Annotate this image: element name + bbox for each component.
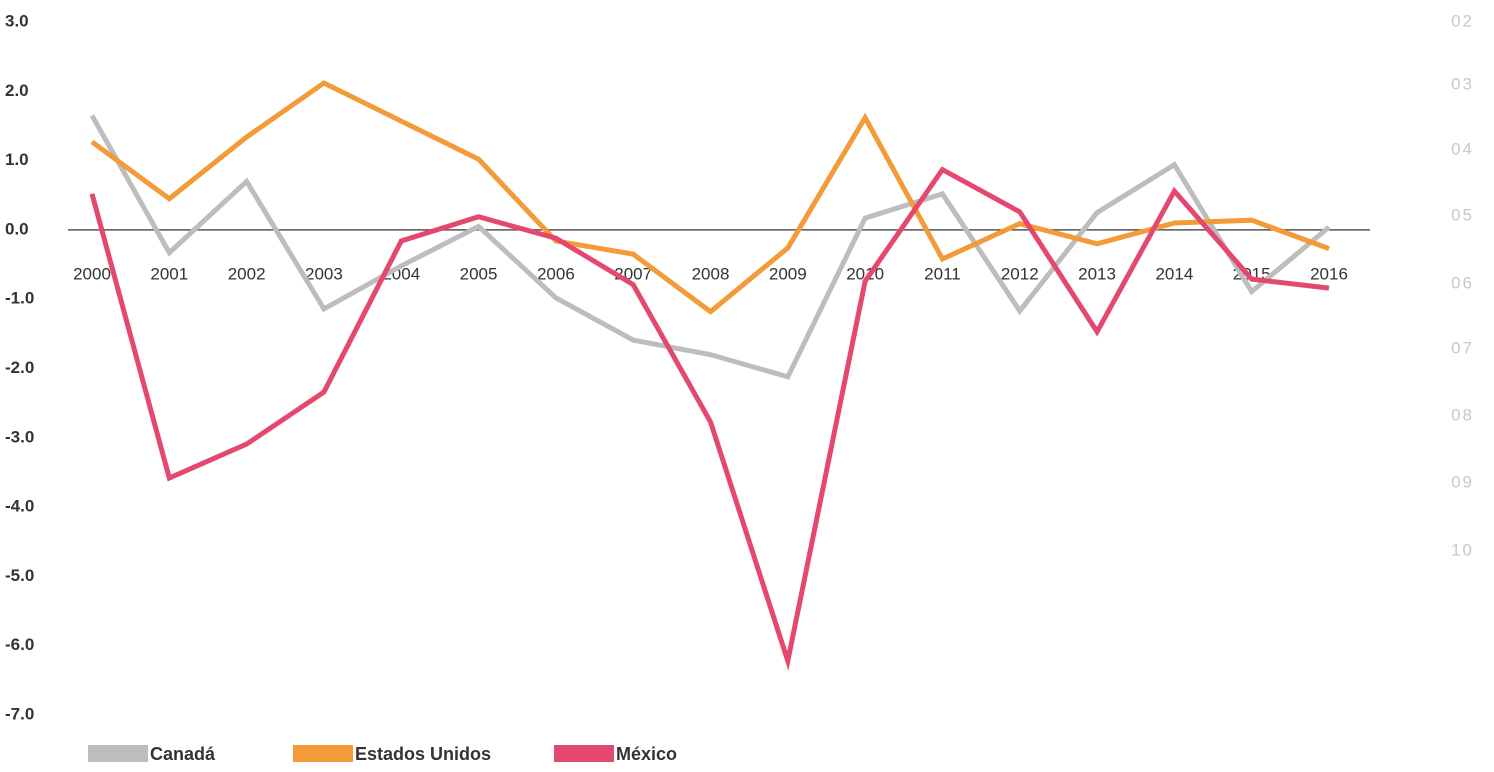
x-tick-label: 2002 xyxy=(228,264,266,283)
y-tick-label: -7.0 xyxy=(5,704,34,723)
legend-swatch xyxy=(554,745,614,762)
x-tick-label: 2008 xyxy=(692,264,730,283)
y-tick-label: 3.0 xyxy=(5,11,29,30)
x-tick-label: 2005 xyxy=(460,264,498,283)
x-tick-label: 2014 xyxy=(1155,264,1193,283)
x-tick-label: 2006 xyxy=(537,264,575,283)
x-tick-label: 2000 xyxy=(73,264,111,283)
legend-swatch xyxy=(293,745,353,762)
x-tick-label: 2009 xyxy=(769,264,807,283)
data-line xyxy=(90,80,1330,315)
side-label: 04 xyxy=(1451,139,1474,158)
side-label: 09 xyxy=(1451,472,1474,491)
x-tick-label: 2011 xyxy=(924,264,961,283)
side-label: 07 xyxy=(1451,338,1474,357)
y-tick-label: -1.0 xyxy=(5,289,34,308)
y-tick-label: -3.0 xyxy=(5,427,34,446)
x-tick-label: 2012 xyxy=(1001,264,1039,283)
side-label: 05 xyxy=(1451,205,1474,224)
legend-label: Canadá xyxy=(150,744,216,764)
side-label: 08 xyxy=(1451,405,1474,424)
data-line xyxy=(89,114,1331,380)
legend-swatch xyxy=(88,745,148,762)
legend-label: México xyxy=(616,744,677,764)
y-tick-label: -4.0 xyxy=(5,497,34,516)
x-tick-label: 2001 xyxy=(150,264,188,283)
side-label: 03 xyxy=(1451,74,1474,93)
x-tick-label: 2016 xyxy=(1310,264,1348,283)
y-tick-label: -2.0 xyxy=(5,358,34,377)
y-tick-label: 0.0 xyxy=(5,219,29,238)
y-tick-label: 1.0 xyxy=(5,150,29,169)
side-label: 10 xyxy=(1451,540,1474,559)
data-line xyxy=(89,166,1330,671)
y-tick-label: 2.0 xyxy=(5,81,29,100)
side-label: 02 xyxy=(1451,11,1474,30)
y-tick-label: -5.0 xyxy=(5,566,34,585)
y-tick-label: -6.0 xyxy=(5,635,34,654)
side-label: 06 xyxy=(1451,273,1474,292)
x-tick-label: 2003 xyxy=(305,264,343,283)
legend-label: Estados Unidos xyxy=(355,744,491,764)
x-tick-label: 2013 xyxy=(1078,264,1116,283)
